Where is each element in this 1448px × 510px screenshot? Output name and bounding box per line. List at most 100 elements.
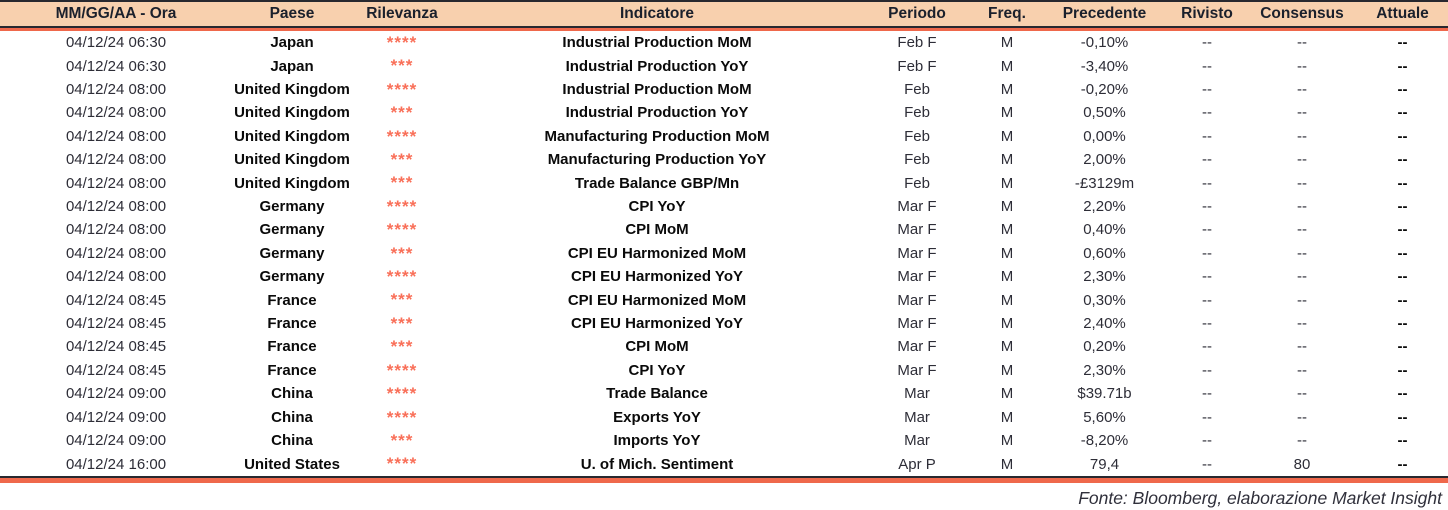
header-row: MM/GG/AA - Ora Paese Rilevanza Indicator… [0,2,1448,28]
column-header-actual: Attuale [1357,2,1448,28]
cell-datetime: 04/12/24 06:30 [0,28,232,54]
cell-consensus: -- [1297,315,1307,333]
cell-period: Mar F [897,315,937,333]
cell-freq: M [1000,432,1014,450]
table-header: MM/GG/AA - Ora Paese Rilevanza Indicator… [0,2,1448,28]
cell-period: Feb F [862,28,972,54]
cell-datetime: 04/12/24 16:00 [0,452,232,478]
cell-consensus: -- [1297,57,1307,75]
cell-datetime: 04/12/24 09:00 [65,432,167,450]
cell-consensus: -- [1247,28,1357,54]
table-row: 04/12/24 08:00 Germany **** CPI YoY Mar F M 2,… [0,195,1448,218]
cell-datetime: 04/12/24 06:30 [65,57,167,75]
cell-relevance: **** [352,452,452,478]
cell-freq: M [1000,57,1014,75]
cell-indicator: Industrial Production MoM [562,81,752,99]
cell-indicator: CPI YoY [628,198,686,216]
cell-previous: $39.71b [1077,385,1132,403]
cell-actual: -- [1397,57,1408,75]
cell-relevance: *** [390,313,414,333]
cell-relevance: *** [390,150,414,170]
cell-actual: -- [1357,28,1448,54]
table-row: 04/12/24 08:00 United Kingdom **** Industri… [0,78,1448,101]
cell-previous: -0,10% [1042,28,1167,54]
cell-relevance: *** [390,173,414,193]
cell-indicator: CPI YoY [628,361,686,379]
cell-previous: -0,20% [1080,81,1129,99]
cell-revised: -- [1202,81,1212,99]
table-body: 04/12/24 06:30 Japan **** Industrial Produc… [0,28,1448,478]
cell-country: United Kingdom [234,151,350,169]
cell-relevance: **** [386,126,418,146]
cell-revised: -- [1202,244,1212,262]
cell-consensus: -- [1297,268,1307,286]
cell-previous: 79,4 [1042,452,1167,478]
cell-consensus: -- [1297,385,1307,403]
table-row: 04/12/24 16:00 United States **** U. of Mic… [0,452,1448,478]
cell-country: United Kingdom [234,174,350,192]
cell-datetime: 04/12/24 08:45 [65,361,167,379]
cell-period: Mar [904,385,930,403]
cell-country: Japan [270,57,314,75]
cell-actual: -- [1397,338,1408,356]
cell-relevance: **** [352,28,452,54]
cell-country: Germany [259,244,325,262]
cell-actual: -- [1397,432,1408,450]
table-row: 04/12/24 08:45 France *** CPI EU Harmonized… [0,312,1448,335]
economic-calendar-table: MM/GG/AA - Ora Paese Rilevanza Indicator… [0,0,1448,483]
cell-relevance: **** [386,267,418,287]
cell-revised: -- [1202,104,1212,122]
table-row: 04/12/24 08:00 Germany **** CPI MoM Mar F M 0,… [0,218,1448,241]
cell-period: Feb [904,174,930,192]
cell-revised: -- [1202,291,1212,309]
cell-country: China [271,408,313,426]
cell-revised: -- [1202,221,1212,239]
cell-consensus: -- [1297,174,1307,192]
cell-indicator: CPI EU Harmonized MoM [567,291,747,309]
cell-freq: M [1000,174,1014,192]
cell-period: Feb [904,151,930,169]
cell-revised: -- [1202,408,1212,426]
cell-actual: -- [1397,315,1408,333]
cell-previous: 0,00% [1083,127,1126,145]
column-header-country: Paese [232,2,352,28]
column-header-period: Periodo [862,2,972,28]
cell-previous: -£3129m [1074,174,1135,192]
table-row: 04/12/24 09:00 China **** Trade Balance Mar M… [0,382,1448,405]
cell-freq: M [1000,151,1014,169]
table-row: 04/12/24 08:45 France **** CPI YoY Mar F M 2,3… [0,359,1448,382]
cell-revised: -- [1202,57,1212,75]
cell-indicator: Manufacturing Production MoM [544,127,770,145]
cell-consensus: -- [1297,244,1307,262]
column-header-relevance: Rilevanza [352,2,452,28]
cell-indicator: U. of Mich. Sentiment [452,452,862,478]
cell-previous: 0,30% [1083,291,1126,309]
cell-previous: 2,20% [1083,198,1126,216]
cell-period: Feb [904,127,930,145]
cell-indicator: Trade Balance GBP/Mn [574,174,740,192]
cell-country: United States [232,452,352,478]
cell-relevance: **** [386,196,418,216]
cell-consensus: -- [1297,221,1307,239]
cell-indicator: CPI EU Harmonized YoY [571,315,743,333]
cell-datetime: 04/12/24 08:45 [65,315,167,333]
table-row: 04/12/24 08:00 United Kingdom **** Manufact… [0,125,1448,148]
cell-actual: -- [1397,151,1408,169]
cell-actual: -- [1397,104,1408,122]
cell-country: Germany [259,198,325,216]
cell-country: France [267,338,317,356]
cell-datetime: 04/12/24 08:45 [65,338,167,356]
cell-actual: -- [1397,361,1408,379]
cell-freq: M [1000,408,1014,426]
cell-indicator: CPI MoM [625,221,689,239]
cell-period: Mar [904,408,930,426]
cell-revised: -- [1202,432,1212,450]
cell-relevance: **** [386,407,418,427]
cell-actual: -- [1397,127,1408,145]
cell-indicator: Industrial Production YoY [565,57,749,75]
cell-relevance: **** [386,360,418,380]
cell-relevance: *** [390,430,414,450]
cell-relevance: **** [386,79,418,99]
cell-indicator: Manufacturing Production YoY [547,151,767,169]
table-row: 04/12/24 08:00 Germany *** CPI EU Harmonize… [0,242,1448,265]
